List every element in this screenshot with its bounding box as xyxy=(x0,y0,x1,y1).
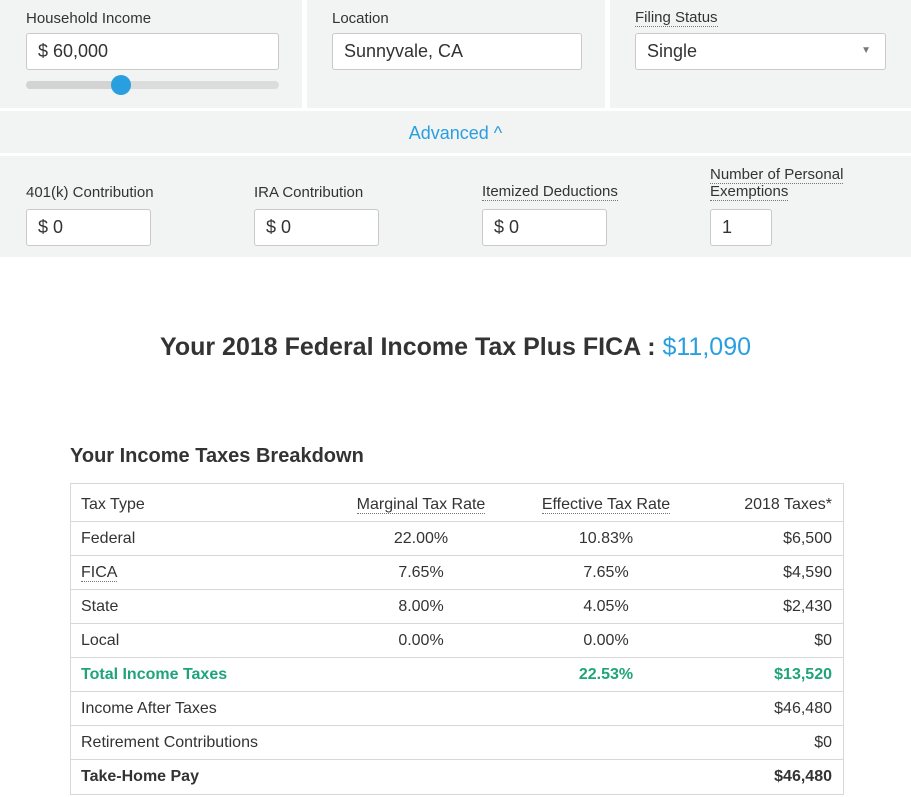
household-income-label: Household Income xyxy=(26,10,152,27)
ira-contribution-label: IRA Contribution xyxy=(254,184,364,201)
advanced-bar xyxy=(0,111,911,153)
row-effective: 0.00% xyxy=(583,631,629,649)
dropdown-arrow-icon: ▼ xyxy=(861,45,871,56)
exemptions-label-line1: Number of Personal xyxy=(710,166,844,184)
itemized-deductions-input[interactable]: $ 0 xyxy=(482,209,607,246)
row-marginal: 0.00% xyxy=(398,631,444,649)
row-marginal xyxy=(341,658,501,691)
row-label: State xyxy=(81,597,119,615)
row-effective: 4.05% xyxy=(583,597,629,615)
location-label: Location xyxy=(332,10,389,27)
table-row: Income After Taxes $46,480 xyxy=(71,692,843,726)
row-marginal: 8.00% xyxy=(398,597,444,615)
ira-contribution-input[interactable]: $ 0 xyxy=(254,209,379,246)
take-home-row: Take-Home Pay $46,480 xyxy=(71,760,843,794)
row-amount: $0 xyxy=(814,733,832,751)
row-effective: 7.65% xyxy=(583,563,629,581)
row-effective: 10.83% xyxy=(578,529,634,547)
filing-status-value: Single xyxy=(647,41,698,61)
breakdown-table: Tax Type Marginal Tax Rate Effective Tax… xyxy=(70,483,844,795)
filing-status-label: Filing Status xyxy=(635,9,718,27)
row-amount: $0 xyxy=(814,631,832,649)
income-slider-track[interactable] xyxy=(26,81,279,89)
filing-status-select[interactable]: Single ▼ xyxy=(635,33,886,70)
header-effective-rate: Effective Tax Rate xyxy=(541,495,671,514)
row-amount: $4,590 xyxy=(783,563,832,581)
row-amount: $46,480 xyxy=(774,768,832,785)
row-label: FICA xyxy=(81,563,118,582)
header-marginal-rate: Marginal Tax Rate xyxy=(356,495,486,514)
row-label: Take-Home Pay xyxy=(81,768,199,785)
household-income-input[interactable]: $ 60,000 xyxy=(26,33,279,70)
total-tax-headline: Your 2018 Federal Income Tax Plus FICA :… xyxy=(0,333,911,362)
total-row: Total Income Taxes 22.53% $13,520 xyxy=(71,658,843,692)
row-marginal: 7.65% xyxy=(398,563,444,581)
table-row: State 8.00% 4.05% $2,430 xyxy=(71,590,843,624)
header-tax-type: Tax Type xyxy=(81,495,145,513)
income-slider-handle[interactable] xyxy=(110,75,131,95)
row-marginal: 22.00% xyxy=(393,529,449,547)
itemized-deductions-label: Itemized Deductions xyxy=(482,183,618,201)
row-label: Retirement Contributions xyxy=(81,733,258,751)
headline-amount: $11,090 xyxy=(662,333,751,361)
row-label: Total Income Taxes xyxy=(81,665,228,683)
table-row: FICA 7.65% 7.65% $4,590 xyxy=(71,556,843,590)
row-label: Local xyxy=(81,631,120,649)
table-row: Local 0.00% 0.00% $0 xyxy=(71,624,843,658)
401k-contribution-label: 401(k) Contribution xyxy=(26,184,154,201)
row-amount: $13,520 xyxy=(774,665,832,683)
exemptions-input[interactable]: 1 xyxy=(710,209,772,246)
row-effective: 22.53% xyxy=(578,665,634,683)
location-input[interactable]: Sunnyvale, CA xyxy=(332,33,582,70)
401k-contribution-input[interactable]: $ 0 xyxy=(26,209,151,246)
exemptions-label-line2: Exemptions xyxy=(710,183,789,201)
row-label: Income After Taxes xyxy=(81,699,217,717)
table-row: Federal 22.00% 10.83% $6,500 xyxy=(71,522,843,556)
row-amount: $6,500 xyxy=(783,529,832,547)
table-row: Retirement Contributions $0 xyxy=(71,726,843,760)
row-amount: $2,430 xyxy=(783,597,832,615)
headline-text: Your 2018 Federal Income Tax Plus FICA : xyxy=(160,333,656,361)
row-amount: $46,480 xyxy=(774,699,832,717)
breakdown-title: Your Income Taxes Breakdown xyxy=(70,445,364,467)
header-2018-taxes: 2018 Taxes* xyxy=(744,495,832,513)
row-label: Federal xyxy=(81,529,136,547)
advanced-toggle[interactable]: Advanced ^ xyxy=(408,123,503,143)
income-slider-fill xyxy=(26,81,121,89)
table-header-row: Tax Type Marginal Tax Rate Effective Tax… xyxy=(71,484,843,522)
